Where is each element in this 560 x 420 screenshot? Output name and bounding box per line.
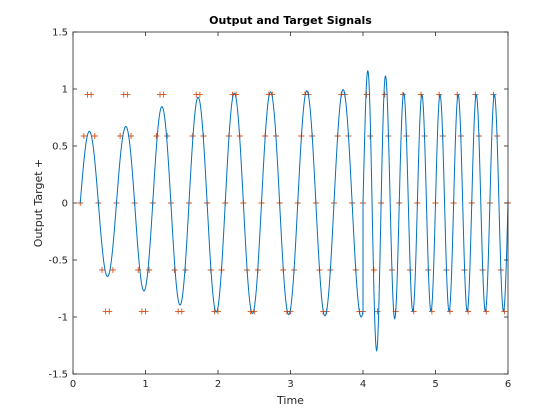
x-tick-label: 2 (215, 379, 221, 390)
target-point-marker (374, 308, 381, 315)
target-point-marker (164, 132, 171, 139)
y-tick-label: -1.5 (48, 370, 68, 381)
x-tick-label: 6 (505, 379, 511, 390)
y-axis-label: Output Target + (32, 159, 45, 247)
x-tick-label: 1 (142, 379, 148, 390)
y-tick-label: 0 (62, 199, 68, 210)
y-tick-label: 1 (62, 85, 68, 96)
x-tick-label: 4 (360, 379, 366, 390)
x-tick-label: 5 (432, 379, 438, 390)
output-series-line (79, 70, 509, 352)
x-tick-label: 3 (287, 379, 293, 390)
target-point-marker (109, 267, 116, 274)
target-point-marker (91, 132, 98, 139)
target-point-marker (153, 132, 160, 139)
target-point-marker (178, 308, 185, 315)
target-point-marker (124, 91, 131, 98)
plot-area (73, 32, 508, 374)
target-point-marker (196, 91, 203, 98)
y-tick-label: -0.5 (48, 256, 68, 267)
target-point-marker (88, 91, 95, 98)
target-point-marker (363, 91, 370, 98)
y-tick-label: 0.5 (52, 142, 68, 153)
target-point-marker (160, 91, 167, 98)
y-tick-label: -1 (58, 313, 68, 324)
axis-ticks: 0 1 2 3 4 5 6 -1.5 -1 -0.5 0 0.5 1 1.5 (48, 28, 511, 391)
target-point-marker (99, 267, 105, 274)
target-point-marker (146, 267, 153, 274)
y-tick-label: 1.5 (52, 28, 68, 39)
x-tick-label: 0 (70, 379, 76, 390)
target-point-marker (117, 132, 124, 139)
target-point-marker (142, 308, 149, 315)
chart-title: Output and Target Signals (209, 14, 372, 27)
target-point-marker (80, 132, 87, 139)
x-axis-label: Time (276, 394, 304, 407)
target-point-marker (106, 308, 113, 315)
